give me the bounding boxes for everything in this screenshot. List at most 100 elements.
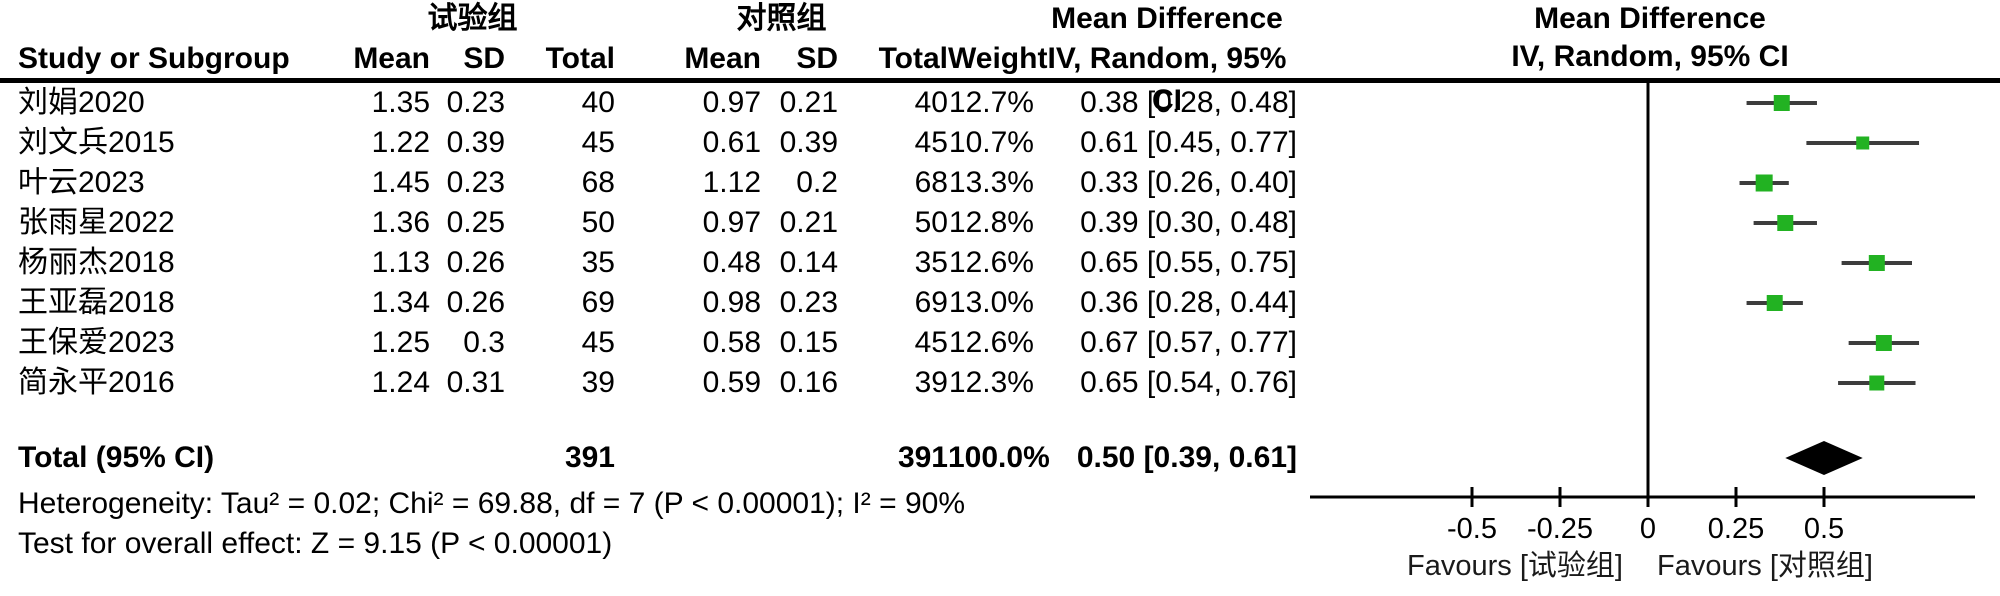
effect-marker	[1869, 375, 1885, 391]
control-group-header: 对照组	[736, 2, 827, 35]
md-ci-text: 0.65 [0.55, 0.75]	[1080, 246, 1297, 279]
md-ci-text: 0.33 [0.26, 0.40]	[1080, 166, 1297, 199]
study-name: 王保爱2023	[18, 326, 175, 359]
study-name: 刘娟2020	[18, 86, 145, 119]
total-ctl-value: 50	[914, 206, 948, 239]
effect-marker	[1766, 295, 1783, 311]
sd-exp-value: 0.26	[446, 246, 505, 279]
total-ctl-value: 69	[914, 286, 948, 319]
total-exp-n: 391	[564, 441, 615, 474]
overall-effect-text: Test for overall effect: Z = 9.15 (P < 0…	[18, 527, 613, 560]
sd-ctl-col-header: SD	[796, 42, 838, 75]
effect-marker	[1856, 136, 1870, 150]
weight-value: 12.6%	[948, 326, 1034, 359]
effect-marker	[1755, 174, 1773, 192]
table-header: 试验组 对照组 Mean Difference Study or Subgrou…	[0, 0, 1300, 117]
total-ctl-n: 391	[897, 441, 948, 474]
effect-marker	[1868, 255, 1885, 271]
md-ci-text: 0.61 [0.45, 0.77]	[1080, 126, 1297, 159]
axis-tick-label: 0.25	[1708, 513, 1764, 545]
mean-exp-col-header: Mean	[353, 42, 430, 75]
study-name: 简永平2016	[18, 366, 175, 399]
study-name: 刘文兵2015	[18, 126, 175, 159]
table-row: 刘文兵2015 1.22 0.39 45 0.61 0.39 45 10.7% 0.61 [0.…	[0, 123, 1300, 163]
mean-exp-value: 1.25	[371, 326, 430, 359]
study-name: 叶云2023	[18, 166, 145, 199]
total-exp-value: 39	[581, 366, 615, 399]
md-ci-col-header: IV, Random, 95% CI	[1047, 42, 1287, 117]
	[615, 438, 761, 478]
total-weight: 100.0%	[948, 441, 1050, 474]
total-exp-value: 45	[581, 126, 615, 159]
mean-ctl-value: 0.59	[702, 366, 761, 399]
total-row: Total (95% CI) 391 391 100.0% 0.50 [0.39, 0.…	[0, 438, 1300, 478]
total-ctl-value: 68	[914, 166, 948, 199]
sd-ctl-value: 0.14	[779, 246, 838, 279]
sd-ctl-value: 0.15	[779, 326, 838, 359]
sd-exp-value: 0.25	[446, 206, 505, 239]
study-name: 王亚磊2018	[18, 286, 175, 319]
table-row: 杨丽杰2018 1.13 0.26 35 0.48 0.14 35 12.6% 0.65 [0.…	[0, 243, 1300, 283]
mean-exp-value: 1.45	[371, 166, 430, 199]
table-row: 叶云2023 1.45 0.23 68 1.12 0.2 68 13.3% 0.33 [0.26…	[0, 163, 1300, 203]
sd-exp-value: 0.26	[446, 286, 505, 319]
total-ctl-value: 45	[914, 326, 948, 359]
total-exp-col-header: Total	[545, 42, 615, 75]
sd-exp-value: 0.23	[446, 86, 505, 119]
study-rows: 刘娟2020 1.35 0.23 40 0.97 0.21 40 12.7% 0.38 [0.2…	[0, 83, 1300, 403]
study-name: 张雨星2022	[18, 206, 175, 239]
total-exp-value: 45	[581, 326, 615, 359]
mean-exp-value: 1.24	[371, 366, 430, 399]
	[330, 438, 430, 478]
sd-ctl-value: 0.21	[779, 86, 838, 119]
weight-value: 13.0%	[948, 286, 1034, 319]
total-label: Total (95% CI)	[18, 441, 215, 474]
sd-exp-value: 0.31	[446, 366, 505, 399]
	[761, 438, 838, 478]
table-row: 张雨星2022 1.36 0.25 50 0.97 0.21 50 12.8% 0.39 [0.…	[0, 203, 1300, 243]
sd-exp-value: 0.3	[463, 326, 505, 359]
md-ci-text: 0.39 [0.30, 0.48]	[1080, 206, 1297, 239]
mean-ctl-value: 0.58	[702, 326, 761, 359]
mean-exp-value: 1.34	[371, 286, 430, 319]
effect-marker	[1875, 335, 1892, 351]
sd-exp-col-header: SD	[463, 42, 505, 75]
total-diamond	[1785, 441, 1863, 475]
mean-exp-value: 1.35	[371, 86, 430, 119]
plot-title: Mean Difference	[1534, 2, 1766, 35]
total-exp-value: 68	[581, 166, 615, 199]
	[430, 438, 505, 478]
study-name: 杨丽杰2018	[18, 246, 175, 279]
mean-ctl-value: 1.12	[702, 166, 761, 199]
mean-exp-value: 1.36	[371, 206, 430, 239]
total-ctl-col-header: Total	[878, 42, 948, 75]
sd-ctl-value: 0.39	[779, 126, 838, 159]
effect-marker	[1773, 95, 1790, 111]
total-exp-value: 40	[581, 86, 615, 119]
md-column-title: Mean Difference	[1051, 2, 1283, 35]
total-ctl-value: 35	[914, 246, 948, 279]
table-row: 刘娟2020 1.35 0.23 40 0.97 0.21 40 12.7% 0.38 [0.2…	[0, 83, 1300, 123]
heterogeneity-text: Heterogeneity: Tau² = 0.02; Chi² = 69.88…	[18, 487, 965, 520]
effect-marker	[1777, 215, 1794, 231]
sd-ctl-value: 0.23	[779, 286, 838, 319]
weight-value: 12.3%	[948, 366, 1034, 399]
group-header-row: 试验组 对照组 Mean Difference	[0, 0, 1300, 38]
plot-subtitle: IV, Random, 95% CI	[1511, 40, 1789, 73]
sd-ctl-value: 0.16	[779, 366, 838, 399]
mean-ctl-value: 0.61	[702, 126, 761, 159]
experimental-group-header: 试验组	[427, 2, 518, 35]
mean-ctl-value: 0.97	[702, 206, 761, 239]
plot-header: Mean Difference IV, Random, 95% CI	[1300, 0, 2000, 76]
weight-value: 12.8%	[948, 206, 1034, 239]
md-ci-text: 0.67 [0.57, 0.77]	[1080, 326, 1297, 359]
mean-exp-value: 1.22	[371, 126, 430, 159]
mean-ctl-col-header: Mean	[684, 42, 761, 75]
sd-ctl-value: 0.2	[796, 166, 838, 199]
total-exp-value: 69	[581, 286, 615, 319]
total-exp-value: 35	[581, 246, 615, 279]
mean-ctl-value: 0.48	[702, 246, 761, 279]
sd-ctl-value: 0.21	[779, 206, 838, 239]
total-exp-value: 50	[581, 206, 615, 239]
